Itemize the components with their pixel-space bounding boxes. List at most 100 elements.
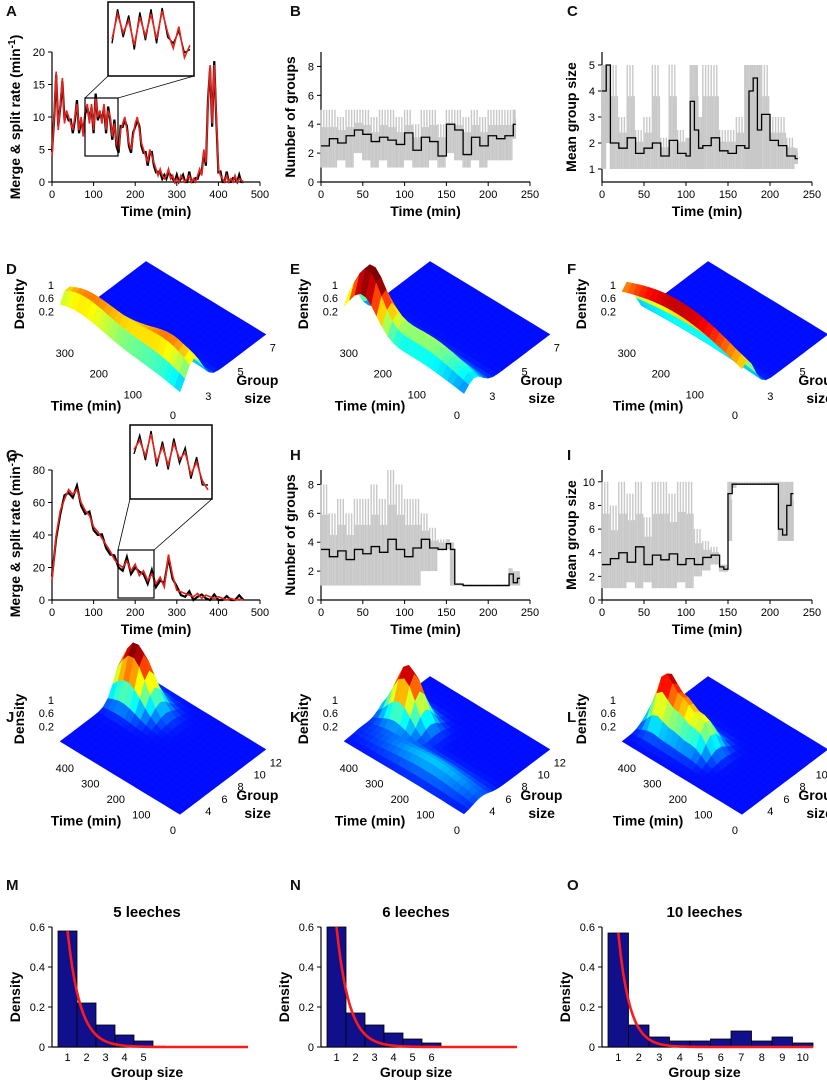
y-tick-label: 80 [33,465,45,477]
group-tick-label: 4 [205,806,211,818]
surface-cell [174,807,186,815]
x-axis-label: Time (min) [121,203,192,219]
z-tick-label: 0.6 [601,708,616,720]
panel-b-axes: 0 50 100 150 200 250 0 2 4 6 8 Time (min) Number of … [282,52,539,219]
time-tick-label: 200 [374,369,392,381]
group-tick-label: 7 [554,342,560,354]
time-tick-label: 100 [694,809,712,821]
z-tick-label: 0.6 [323,708,338,720]
group-tick-label: 5 [799,367,805,379]
x-tick-label: 250 [803,189,821,201]
x-tick-label: 0 [318,607,324,619]
time-axis-label: Time (min) [51,813,122,829]
x-tick-label: 3 [371,1052,377,1064]
group-axis-label-2: size [244,390,271,406]
y-tick-label: 5 [39,145,45,157]
x-axis-label: Time (min) [390,203,461,219]
y-tick-label: 0 [589,595,595,607]
fit-curve [335,926,517,1049]
panel-label-k: K [290,709,301,726]
group-axis-label-2: size [244,805,271,821]
y-axis-label: Merge & split rate (min-1) [7,453,24,618]
panel-label-j: J [6,709,14,726]
x-tick-label: 3 [656,1052,662,1064]
y-tick-label: 4 [308,119,314,131]
time-tick-label: 0 [170,825,176,837]
rate-trace-black [50,481,245,602]
panel-label-i: I [567,447,571,464]
z-tick-label: 0.2 [39,306,54,318]
z-tick-label: 0.6 [39,708,54,720]
y-tick-label: 10 [583,477,595,489]
y-tick-label: 8 [308,61,314,73]
group-axis-label: Group [520,787,562,803]
x-tick-label: 200 [126,607,144,619]
z-tick-label: 1 [332,695,338,707]
time-tick-label: 100 [124,389,142,401]
x-tick-label: 5 [140,1052,146,1064]
group-tick-label: 6 [505,794,511,806]
x-tick-label: 50 [638,607,650,619]
x-axis-label: Time (min) [121,621,192,637]
y-tick-label: 60 [33,498,45,510]
group-tick-label: 10 [254,769,266,781]
y-tick-label: 2 [308,148,314,160]
panel-label-b: B [290,3,301,20]
time-tick-label: 100 [686,389,704,401]
panel-o-hist: 10 leeches 0 0.2 0.4 0.6 1 2 3 4 5 6 7 8 9 10 Group siz… [557,904,814,1080]
x-axis-label: Group size [380,1064,453,1080]
y-axis-label: Mean group size [563,480,579,590]
panel-i-axes: 0 50 100 150 200 250 0 2 4 6 8 10 Time (min) Mean gro… [563,470,821,637]
y-tick-label: 10 [33,112,45,124]
panel-d-surface: 10.60.2 Density 300 200 100 0 Time (min) 3 5 7 Gro… [11,261,278,422]
x-tick-label: 2 [636,1052,642,1064]
inset-box [129,424,213,500]
time-tick-label: 200 [90,369,108,381]
x-tick-label: 200 [479,607,497,619]
x-tick-label: 100 [677,189,695,201]
surface-cell [736,807,748,815]
x-tick-label: 200 [126,189,144,201]
rate-trace-red [51,487,244,601]
time-tick-label: 100 [416,809,434,821]
mean-trace [321,538,520,587]
x-axis-label: Time (min) [672,203,743,219]
x-tick-label: 100 [395,607,413,619]
time-axis-label: Time (min) [335,398,406,414]
y-tick-label: 0 [589,1042,595,1054]
y-tick-label: 2 [308,566,314,578]
group-tick-label: 12 [554,757,566,769]
group-axis-label: Group [520,372,562,388]
x-tick-label: 6 [718,1052,724,1064]
zoom-box [117,549,155,599]
surface-cell [458,379,470,394]
group-axis-label-2: size [806,805,827,821]
zoom-connector [117,75,195,99]
y-tick-label: 8 [308,479,314,491]
panel-k-surface: 10.60.2 Density 400 300 200 100 0 Time (min) 468… [295,664,566,837]
y-axis-label: Number of groups [282,474,298,596]
time-tick-label: 200 [107,794,125,806]
time-tick-label: 0 [454,410,460,422]
time-axis-label: Time (min) [613,813,684,829]
z-axis: 10.60.2 Density [295,279,338,330]
y-tick-label: 5 [589,60,595,72]
time-tick-label: 300 [365,778,383,790]
mean-trace [602,483,794,570]
panel-label-h: H [290,447,301,464]
x-tick-label: 0 [49,189,55,201]
group-axis-label: Group [798,372,827,388]
time-tick-label: 400 [618,763,636,775]
y-tick-label: 0.4 [299,962,314,974]
y-axis-label: Density [7,972,23,1023]
x-tick-label: 300 [168,189,186,201]
x-tick-label: 6 [428,1052,434,1064]
x-tick-label: 200 [761,189,779,201]
y-tick-label: 2 [589,571,595,583]
range-band [320,109,517,168]
panel-c-axes: 0 50 100 150 200 250 1 2 3 4 5 Time (min) Mean group… [563,52,821,219]
panel-label-c: C [567,3,578,20]
x-tick-label: 200 [761,607,779,619]
